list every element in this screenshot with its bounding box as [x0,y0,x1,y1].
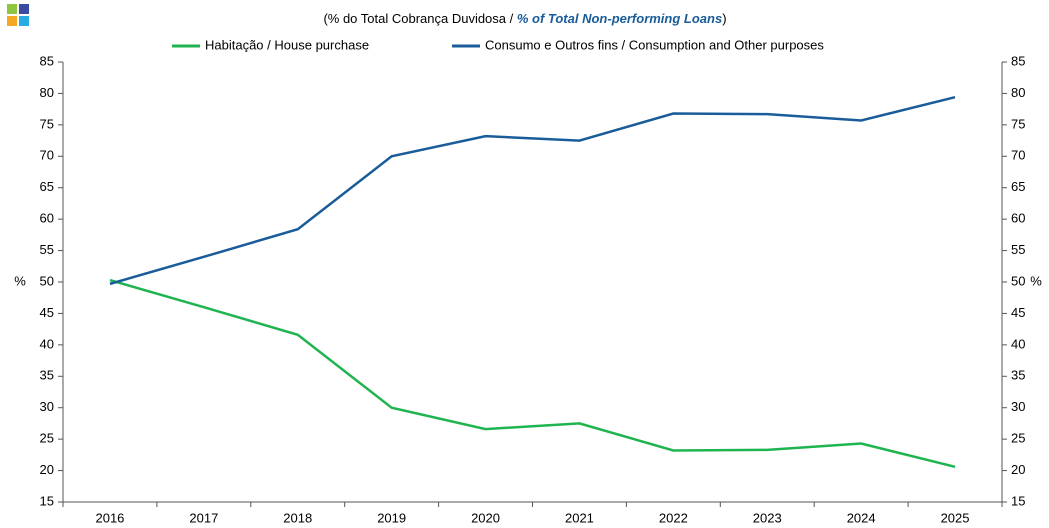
x-tick-label: 2018 [283,510,312,525]
y-tick-label: 50 [40,273,54,288]
legend-label: Consumo e Outros fins / Consumption and … [485,37,824,52]
y2-tick-label: 70 [1011,148,1025,163]
y-tick-label: 35 [40,368,54,383]
y2-tick-label: 35 [1011,368,1025,383]
y-tick-label: 65 [40,179,54,194]
y2-tick-label: 55 [1011,242,1025,257]
y-tick-label: 45 [40,305,54,320]
y2-tick-label: 80 [1011,85,1025,100]
y2-tick-label: 40 [1011,336,1025,351]
y-tick-label: 75 [40,116,54,131]
y-tick-label: 25 [40,431,54,446]
x-tick-label: 2025 [941,510,970,525]
title-emphasis: % of Total Non-performing Loans [517,11,722,26]
x-tick-label: 2022 [659,510,688,525]
x-tick-label: 2016 [95,510,124,525]
x-tick-label: 2024 [847,510,876,525]
x-tick-label: 2019 [377,510,406,525]
y2-tick-label: 25 [1011,431,1025,446]
y2-tick-label: 30 [1011,399,1025,414]
x-tick-label: 2017 [189,510,218,525]
y-tick-label: 30 [40,399,54,414]
title-suffix: ) [722,11,726,26]
y-tick-label: 40 [40,336,54,351]
y2-axis-label: % [1030,273,1042,288]
x-tick-label: 2023 [753,510,782,525]
legend-label: Habitação / House purchase [205,37,369,52]
logo [7,4,29,26]
y-tick-label: 70 [40,148,54,163]
series-line [109,278,956,469]
chart-title: (% do Total Cobrança Duvidosa / % of Tot… [323,11,726,26]
y2-tick-label: 75 [1011,116,1025,131]
y2-tick-label: 45 [1011,305,1025,320]
y-tick-label: 55 [40,242,54,257]
y2-tick-label: 50 [1011,273,1025,288]
y-tick-label: 80 [40,85,54,100]
y-tick-label: 60 [40,211,54,226]
y2-tick-label: 20 [1011,462,1025,477]
y2-tick-label: 15 [1011,493,1025,508]
y2-tick-label: 85 [1011,53,1025,68]
y2-tick-label: 60 [1011,211,1025,226]
y-axis-label: % [14,273,26,288]
series-line [109,95,956,286]
y-tick-label: 20 [40,462,54,477]
title-prefix: (% do Total Cobrança Duvidosa / [323,11,516,26]
y2-tick-label: 65 [1011,179,1025,194]
x-tick-label: 2021 [565,510,594,525]
y-tick-label: 15 [40,493,54,508]
x-tick-label: 2020 [471,510,500,525]
y-tick-label: 85 [40,53,54,68]
